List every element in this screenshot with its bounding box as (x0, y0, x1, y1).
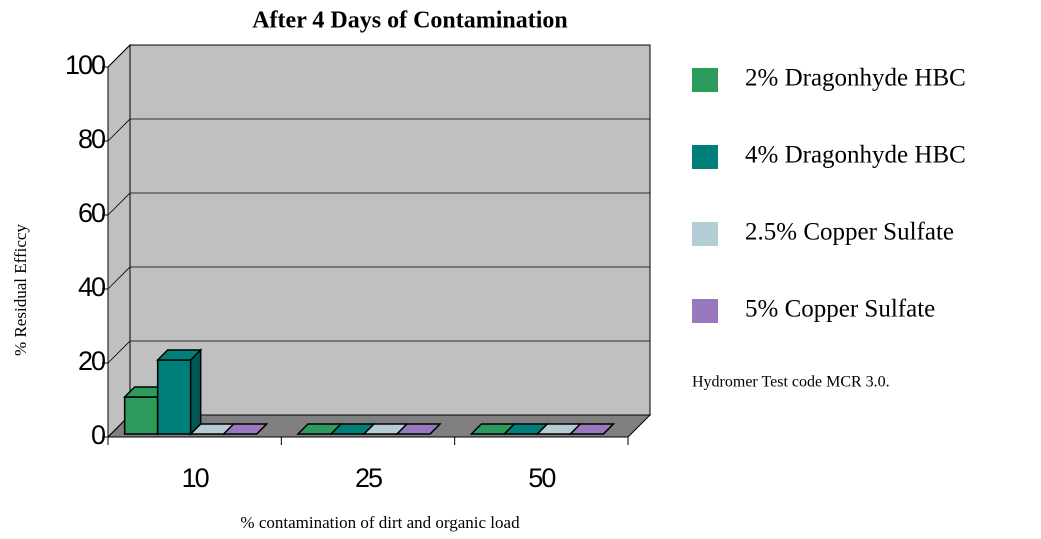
bar-top (221, 423, 269, 435)
y-tick-label: 40 (78, 272, 105, 302)
side-wall (107, 43, 131, 439)
y-tick-label: 80 (78, 124, 105, 154)
legend-swatch (692, 299, 718, 323)
bar-side (189, 348, 202, 436)
y-tick-label: 60 (78, 198, 105, 228)
x-tick-label: 50 (528, 463, 555, 493)
bar (123, 396, 159, 435)
bar (156, 359, 192, 435)
legend-swatch (692, 222, 718, 246)
grid-line (107, 340, 131, 364)
y-tick-label: 0 (91, 420, 105, 450)
y-tick-label: 20 (78, 346, 105, 376)
chart-title: After 4 Days of Contamination (252, 8, 568, 34)
back-wall (129, 44, 651, 416)
legend-label: 2% Dragonhyde HBC (745, 65, 966, 92)
bar-top (568, 423, 616, 435)
bar-top (395, 423, 442, 435)
annotation: Hydromer Test code MCR 3.0. (692, 374, 890, 391)
x-axis-label: % contamination of dirt and organic load (240, 513, 520, 532)
grid-line (107, 44, 131, 68)
legend-swatch (692, 145, 718, 169)
legend-swatch (692, 68, 718, 92)
y-tick-label: 100 (65, 50, 105, 80)
x-tick-label: 10 (182, 463, 209, 493)
bar-top (155, 349, 203, 361)
y-axis-label: % Residual Efficcy (11, 224, 30, 356)
legend-label: 4% Dragonhyde HBC (745, 142, 966, 169)
grid-line (107, 266, 131, 290)
grid-line (107, 118, 131, 142)
x-tick-label: 25 (355, 463, 382, 493)
grid-line (107, 192, 131, 216)
legend-label: 2.5% Copper Sulfate (745, 219, 954, 246)
legend-label: 5% Copper Sulfate (745, 296, 935, 323)
